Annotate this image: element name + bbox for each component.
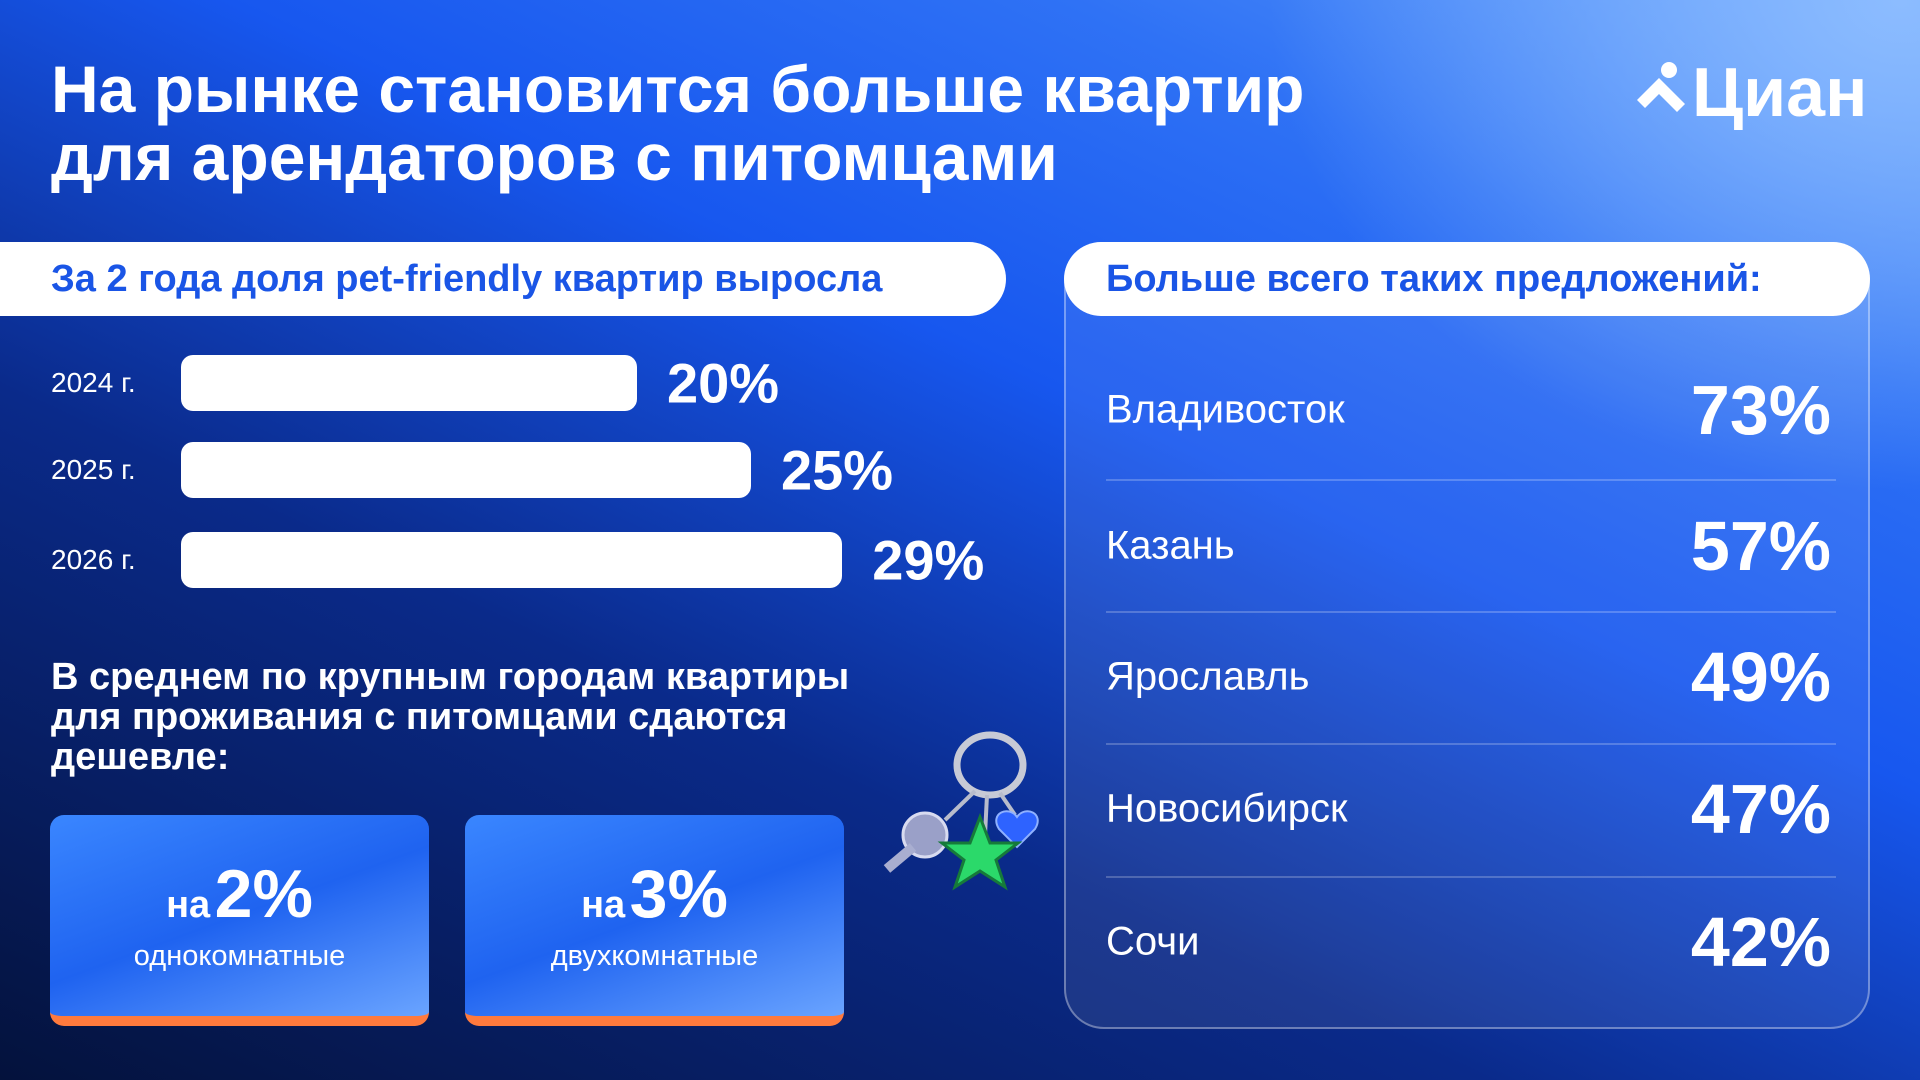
- city-value: 49%: [1690, 638, 1831, 716]
- bar: [181, 442, 751, 498]
- city-value: 57%: [1690, 507, 1831, 585]
- separator: [1106, 611, 1836, 613]
- city-value: 47%: [1690, 770, 1831, 848]
- card-label: однокомнатные: [133, 940, 346, 972]
- separator: [1106, 743, 1836, 745]
- city-name: Казань: [1106, 523, 1235, 568]
- city-name: Владивосток: [1106, 387, 1345, 432]
- bar: [181, 355, 637, 411]
- cities-title: Больше всего таких предложений:: [1064, 242, 1870, 316]
- bar: [181, 532, 843, 588]
- category-label: 2025 г.: [51, 454, 136, 485]
- category-label: 2024 г.: [51, 367, 136, 398]
- value-label: 20%: [667, 351, 780, 415]
- card-label: двухкомнатные: [550, 940, 759, 972]
- city-name: Ярославль: [1106, 654, 1310, 699]
- card: на 3% двухкомнатные: [465, 815, 844, 1026]
- city-name: Новосибирск: [1106, 786, 1348, 831]
- city-value: 42%: [1690, 903, 1831, 981]
- card: на 2% однокомнатные: [50, 815, 429, 1026]
- chart-title: За 2 года доля pet-friendly квартир выро…: [0, 242, 1006, 316]
- cities-panel: [1064, 242, 1870, 1029]
- city-value: 73%: [1690, 371, 1831, 449]
- card-value: 2%: [214, 856, 313, 932]
- note-line: В среднем по крупным городам квартиры: [51, 656, 850, 698]
- keychain-illustration: [883, 731, 1039, 891]
- logo-icon: [1637, 62, 1685, 112]
- value-label: 25%: [781, 438, 894, 502]
- title: На рынке становится больше квартир: [51, 52, 1305, 126]
- separator: [1106, 479, 1836, 481]
- category-label: 2026 г.: [51, 544, 136, 575]
- separator: [1106, 876, 1836, 878]
- note-line: для проживания с питомцами сдаются: [51, 696, 788, 738]
- card-prefix: на: [166, 884, 211, 926]
- city-name: Сочи: [1106, 919, 1200, 964]
- value-label: 29%: [872, 528, 985, 592]
- logo: Циан: [1692, 53, 1868, 131]
- card-value: 3%: [629, 856, 728, 932]
- note-line: дешевле:: [51, 736, 230, 778]
- card-prefix: на: [581, 884, 626, 926]
- title: для арендаторов с питомцами: [51, 120, 1058, 194]
